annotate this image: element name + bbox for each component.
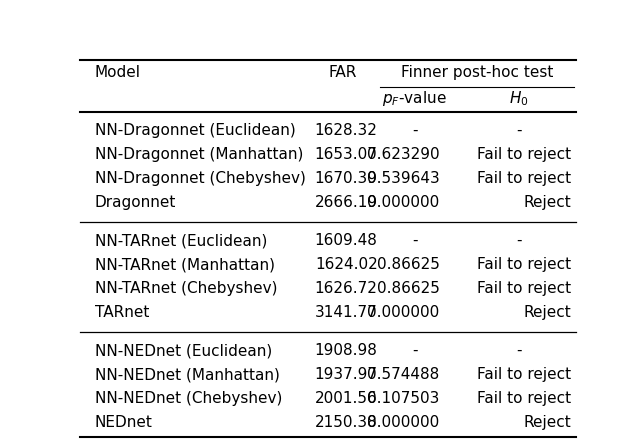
- Text: 0.574488: 0.574488: [367, 367, 440, 382]
- Text: 1653.07: 1653.07: [315, 147, 378, 162]
- Text: -: -: [516, 343, 522, 358]
- Text: Reject: Reject: [524, 415, 571, 430]
- Text: 3141.77: 3141.77: [315, 306, 378, 320]
- Text: NN-TARnet (Euclidean): NN-TARnet (Euclidean): [95, 233, 268, 248]
- Text: FAR: FAR: [329, 65, 357, 80]
- Text: 0.86625: 0.86625: [377, 257, 440, 272]
- Text: NN-Dragonnet (Euclidean): NN-Dragonnet (Euclidean): [95, 123, 296, 138]
- Text: -: -: [412, 233, 417, 248]
- Text: NEDnet: NEDnet: [95, 415, 153, 430]
- Text: 0.623290: 0.623290: [367, 147, 440, 162]
- Text: 0.000000: 0.000000: [367, 415, 440, 430]
- Text: 1937.97: 1937.97: [315, 367, 378, 382]
- Text: NN-NEDnet (Euclidean): NN-NEDnet (Euclidean): [95, 343, 272, 358]
- Text: 0.107503: 0.107503: [367, 391, 440, 406]
- Text: NN-Dragonnet (Chebyshev): NN-Dragonnet (Chebyshev): [95, 171, 306, 186]
- Text: Fail to reject: Fail to reject: [477, 367, 571, 382]
- Text: Reject: Reject: [524, 195, 571, 211]
- Text: Model: Model: [95, 65, 141, 80]
- Text: -: -: [412, 343, 417, 358]
- Text: Reject: Reject: [524, 306, 571, 320]
- Text: $H_0$: $H_0$: [509, 89, 529, 107]
- Text: 1670.39: 1670.39: [315, 171, 378, 186]
- Text: 0.86625: 0.86625: [377, 281, 440, 296]
- Text: 1609.48: 1609.48: [315, 233, 378, 248]
- Text: 1628.32: 1628.32: [315, 123, 378, 138]
- Text: NN-TARnet (Manhattan): NN-TARnet (Manhattan): [95, 257, 275, 272]
- Text: 0.539643: 0.539643: [367, 171, 440, 186]
- Text: -: -: [516, 233, 522, 248]
- Text: TARnet: TARnet: [95, 306, 149, 320]
- Text: Finner post-hoc test: Finner post-hoc test: [401, 65, 553, 80]
- Text: 0.000000: 0.000000: [367, 195, 440, 211]
- Text: 2666.19: 2666.19: [314, 195, 378, 211]
- Text: -: -: [516, 123, 522, 138]
- Text: Fail to reject: Fail to reject: [477, 281, 571, 296]
- Text: NN-TARnet (Chebyshev): NN-TARnet (Chebyshev): [95, 281, 277, 296]
- Text: NN-NEDnet (Chebyshev): NN-NEDnet (Chebyshev): [95, 391, 282, 406]
- Text: 1624.02: 1624.02: [315, 257, 378, 272]
- Text: Fail to reject: Fail to reject: [477, 391, 571, 406]
- Text: NN-NEDnet (Manhattan): NN-NEDnet (Manhattan): [95, 367, 280, 382]
- Text: -: -: [412, 123, 417, 138]
- Text: 1626.72: 1626.72: [315, 281, 378, 296]
- Text: $p_F$-value: $p_F$-value: [383, 89, 447, 107]
- Text: NN-Dragonnet (Manhattan): NN-Dragonnet (Manhattan): [95, 147, 303, 162]
- Text: 0.000000: 0.000000: [367, 306, 440, 320]
- Text: Fail to reject: Fail to reject: [477, 171, 571, 186]
- Text: 1908.98: 1908.98: [315, 343, 378, 358]
- Text: Fail to reject: Fail to reject: [477, 147, 571, 162]
- Text: 2150.38: 2150.38: [315, 415, 378, 430]
- Text: Fail to reject: Fail to reject: [477, 257, 571, 272]
- Text: Dragonnet: Dragonnet: [95, 195, 176, 211]
- Text: 2001.56: 2001.56: [315, 391, 378, 406]
